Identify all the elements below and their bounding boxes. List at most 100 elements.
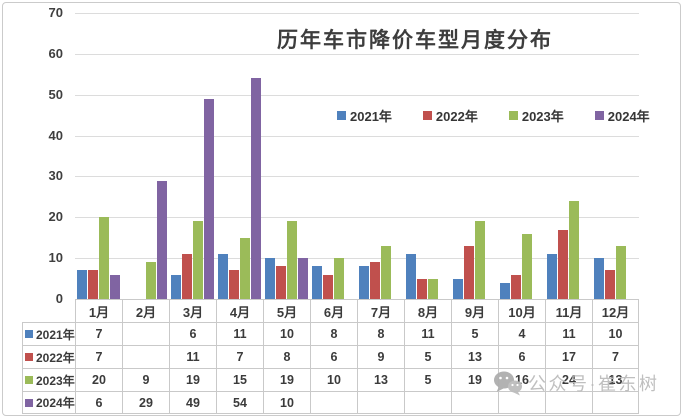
table-cell-2022年-1月: 7: [75, 345, 122, 368]
table-month-label: 6月: [310, 299, 357, 322]
bar-slot: [427, 13, 439, 299]
bar-2023年-6月: [333, 258, 345, 299]
table-cell-2024年-9月: [451, 391, 498, 414]
plot-area: 0 10 20 30 40 50 60 70: [3, 3, 680, 415]
legend: 2021年 2022年 2023年 2024年: [337, 106, 650, 125]
bar-slot: [322, 13, 334, 299]
bar-group-2月: [122, 13, 169, 299]
gridline: [75, 258, 639, 260]
table-cell-2022年-6月: 6: [310, 345, 357, 368]
legend-label: 2023年: [521, 109, 564, 124]
bar-slot: [275, 13, 287, 299]
bar-2023年-11月: [568, 200, 580, 299]
bar-slot: [110, 13, 121, 299]
table-cell-2023年-12月: 13: [592, 368, 639, 391]
legend-swatch: [422, 111, 432, 120]
bar-slot: [311, 13, 322, 299]
bar-slot: [627, 13, 637, 299]
bar-slot: [264, 13, 275, 299]
table-cell-2022年-10月: 6: [498, 345, 545, 368]
bar-slot: [145, 13, 157, 299]
table-cell-2023年-3月: 19: [169, 368, 216, 391]
bar-2022年-10月: [510, 274, 522, 299]
bar-slot: [486, 13, 496, 299]
bar-2024年-3月: [204, 98, 215, 299]
table-month-label: 7月: [357, 299, 404, 322]
table-cell-2022年-3月: 11: [169, 345, 216, 368]
gridline: [75, 217, 639, 219]
legend-swatch: [25, 398, 33, 407]
bar-2022年-1月: [87, 270, 99, 299]
table-month-label: 2月: [122, 299, 169, 322]
table-cell-2023年-9月: 19: [451, 368, 498, 391]
bar-2023年-1月: [98, 217, 110, 299]
legend-label: 2024年: [607, 109, 650, 124]
table-cell-2022年-4月: 7: [216, 345, 263, 368]
bar-group-9月: [451, 13, 498, 299]
bar-2023年-9月: [474, 221, 486, 299]
bar-slot: [499, 13, 510, 299]
bar-slot: [405, 13, 416, 299]
series-name: 2021年: [36, 327, 75, 342]
table-cell-2021年-6月: 8: [310, 322, 357, 345]
series-name: 2023年: [36, 373, 75, 388]
y-axis-tick-label: 20: [48, 209, 63, 225]
bar-2022年-6月: [322, 274, 334, 299]
table-cell-2021年-2月: [122, 322, 169, 345]
bar-2023年-5月: [286, 221, 298, 299]
bar-slot: [98, 13, 110, 299]
series-name: 2024年: [36, 396, 75, 410]
bar-2022年-3月: [181, 254, 193, 299]
table-month-label: 3月: [169, 299, 216, 322]
bar-slot: [380, 13, 392, 299]
table-cell-2022年-7月: 9: [357, 345, 404, 368]
data-table: 1月 2月 3月 4月 5月 6月 7月 8月 9月 10月 11月 12月 2021年 7 6 11 10 8 8…: [22, 299, 639, 414]
table-cell-2023年-5月: 19: [263, 368, 310, 391]
bar-slot: [452, 13, 463, 299]
bar-group-5月: [263, 13, 310, 299]
table-cell-2021年-5月: 10: [263, 322, 310, 345]
bar-slot: [568, 13, 580, 299]
bar-2022年-11月: [557, 229, 569, 299]
table-cell-2023年-2月: 9: [122, 368, 169, 391]
bar-group-10月: [498, 13, 545, 299]
gridline: [75, 176, 639, 178]
table-cell-2022年-2月: [122, 345, 169, 368]
bar-slot: [604, 13, 616, 299]
table-cell-2022年-5月: 8: [263, 345, 310, 368]
table-cell-2022年-11月: 17: [545, 345, 592, 368]
table-cell-2024年-4月: 54: [216, 391, 263, 414]
table-corner: [22, 299, 75, 322]
bar-slot: [251, 13, 262, 299]
table-cell-2023年-6月: 10: [310, 368, 357, 391]
bar-2023年-4月: [239, 237, 251, 299]
wechat-icon: [494, 371, 522, 396]
table-month-label: 1月: [75, 299, 122, 322]
table-cell-2024年-2月: 29: [122, 391, 169, 414]
table-month-label: 9月: [451, 299, 498, 322]
legend-label: 2021年: [350, 109, 392, 124]
bar-slot: [416, 13, 428, 299]
table-row-header-2023年: 2023年: [22, 368, 75, 391]
bar-group-6月: [310, 13, 357, 299]
chart-title: 历年车市降价车型月度分布: [277, 28, 553, 52]
bar-2024年-1月: [110, 274, 121, 299]
bar-slot: [463, 13, 475, 299]
watermark: 公众号·崔东树: [493, 370, 660, 396]
bar-group-3月: [169, 13, 216, 299]
bar-2021年-4月: [217, 254, 228, 299]
bar-2024年-5月: [298, 258, 309, 299]
bar-2022年-9月: [463, 245, 475, 299]
table-cell-2024年-11月: [545, 391, 592, 414]
bar-slot: [135, 13, 145, 299]
table-cell-2023年-1月: 20: [75, 368, 122, 391]
bar-slot: [239, 13, 251, 299]
y-axis-tick-label: 0: [55, 291, 63, 306]
legend-item-2022年: 2022年: [422, 106, 478, 125]
bar-2023年-2月: [145, 262, 157, 299]
bar-2022年-8月: [416, 278, 428, 299]
bar-slot: [87, 13, 99, 299]
bar-slot: [170, 13, 181, 299]
table-cell-2021年-10月: 4: [498, 322, 545, 345]
bar-slot: [217, 13, 228, 299]
